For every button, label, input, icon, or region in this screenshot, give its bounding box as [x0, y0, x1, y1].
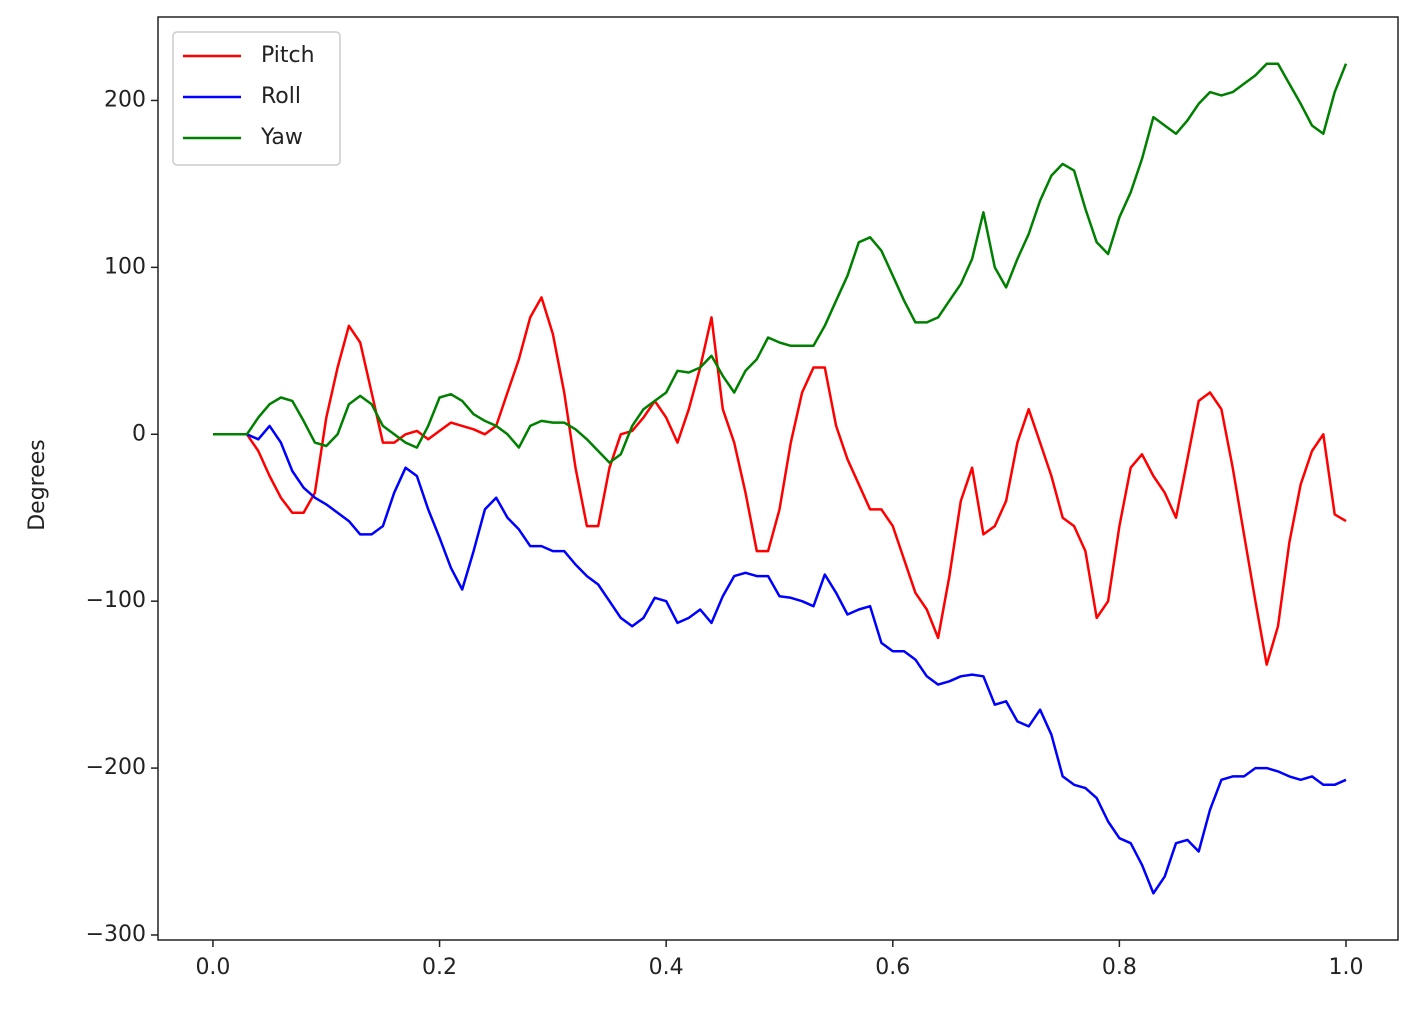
- y-tick-label: −200: [86, 755, 146, 780]
- y-tick-label: −300: [86, 922, 146, 947]
- x-tick-label: 0.2: [422, 955, 457, 980]
- legend-label: Roll: [261, 84, 301, 109]
- x-tick-label: 0.6: [875, 955, 910, 980]
- y-tick-label: 100: [104, 254, 146, 279]
- x-tick-label: 0.8: [1102, 955, 1137, 980]
- legend-label: Yaw: [260, 125, 303, 150]
- x-tick-label: 0.0: [195, 955, 230, 980]
- y-axis-label: Degrees: [25, 439, 50, 531]
- y-tick-label: −100: [86, 588, 146, 613]
- plot-frame: [157, 16, 1399, 941]
- legend-box: [172, 31, 341, 166]
- x-tick-label: 1.0: [1328, 955, 1363, 980]
- line: [213, 296, 1347, 666]
- y-tick-label: 0: [132, 421, 146, 446]
- x-tick-label: 0.4: [649, 955, 684, 980]
- legend-label: Pitch: [261, 43, 315, 68]
- line: [213, 424, 1347, 895]
- line: [213, 62, 1348, 464]
- y-tick-label: 200: [104, 87, 146, 112]
